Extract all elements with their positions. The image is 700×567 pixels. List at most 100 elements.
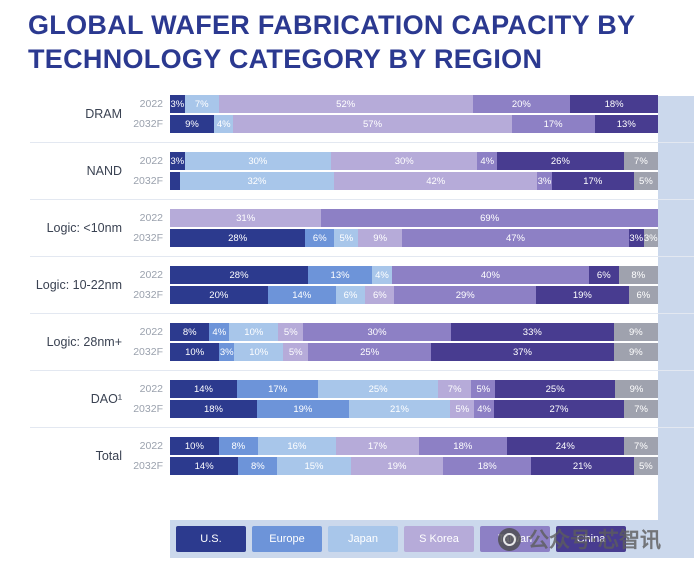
year-label: 2032F: [133, 289, 163, 301]
year-label: 2032F: [133, 460, 163, 472]
chart-row: 2022 10% 8% 16% 17% 18% 24% 7%: [122, 437, 658, 455]
legend-item-u-s: U.S.: [176, 526, 246, 552]
bar-segment-japan: 7%: [184, 95, 219, 113]
bar-segment-china: 33%: [450, 323, 614, 341]
bar-segment-europe: 4%: [209, 323, 230, 341]
bar-segment-europe: 8%: [238, 457, 278, 475]
year-label: 2022: [139, 440, 163, 452]
bar-segment-china: 3%: [629, 229, 644, 247]
chart-row: 2032F 28% 6% 5% 9% 47% 3% 3%: [122, 229, 658, 247]
chart-row: 2022 3% 7% 52% 20% 18%: [122, 95, 658, 113]
bar-segment-taiwan: 20%: [472, 95, 571, 113]
chart-group-rows: 2022 31% 69% 2032F 28% 6% 5% 9% 47% 3% 3%: [122, 207, 658, 249]
chart-group-rows: 2022 3% 30% 30% 4% 26% 7% 2032F 32% 42% 3% 17% 5%: [122, 150, 658, 192]
chart-group-logic-10nm: Logic: <10nm 2022 31% 69% 2032F 28% 6% 5% 9% 47% 3…: [30, 199, 694, 256]
year-label: 2022: [139, 326, 163, 338]
bar-segment-other: 3%: [643, 229, 658, 247]
stacked-bar: 3% 30% 30% 4% 26% 7%: [170, 152, 658, 170]
chart-row: 2022 14% 17% 25% 7% 5% 25% 9%: [122, 380, 658, 398]
bar-segment-taiwan: 18%: [418, 437, 507, 455]
bar-segment-s-korea: 52%: [218, 95, 473, 113]
bar-segment-u-s: 28%: [170, 266, 309, 284]
bar-segment-china: 27%: [493, 400, 625, 418]
bar-segment-china: 21%: [531, 457, 634, 475]
bar-segment-taiwan: 4%: [474, 400, 494, 418]
bar-segment-china: 13%: [594, 115, 658, 133]
bar-segment-taiwan: 17%: [511, 115, 595, 133]
bar-segment-china: 17%: [551, 172, 634, 190]
bar-segment-s-korea: 19%: [350, 457, 444, 475]
bar-segment-u-s: 18%: [170, 400, 257, 418]
chart-row: 2022 31% 69%: [122, 209, 658, 227]
bar-segment-taiwan: 3%: [537, 172, 552, 190]
stacked-bar: 9% 4% 57% 17% 13%: [170, 115, 658, 133]
stacked-bar: 18% 19% 21% 5% 4% 27% 7%: [170, 400, 658, 418]
year-label: 2022: [139, 212, 163, 224]
bar-segment-europe: 19%: [256, 400, 349, 418]
year-label: 2022: [139, 383, 163, 395]
bar-segment-other: 5%: [633, 172, 658, 190]
stacked-bar: 10% 3% 10% 5% 25% 37% 9%: [170, 343, 658, 361]
bar-segment-s-korea: 17%: [335, 437, 419, 455]
bar-segment-s-korea: 9%: [358, 229, 402, 247]
bar-segment-japan: 4%: [213, 115, 234, 133]
chart-row: 2022 3% 30% 30% 4% 26% 7%: [122, 152, 658, 170]
chart-row: 2032F 20% 14% 6% 6% 29% 19% 6%: [122, 286, 658, 304]
chart: DRAM 2022 3% 7% 52% 20% 18% 2032F 9% 4% 57% 17% 13% N…: [30, 86, 694, 484]
stacked-bar: 3% 7% 52% 20% 18%: [170, 95, 658, 113]
chart-group-logic-28nm: Logic: 28nm+ 2022 8% 4% 10% 5% 30% 33% 9% 2032F 10…: [30, 313, 694, 370]
bar-segment-japan: 6%: [335, 286, 366, 304]
bar-segment-europe: 17%: [236, 380, 319, 398]
bar-segment-other: 9%: [613, 323, 658, 341]
chart-group-total: Total 2022 10% 8% 16% 17% 18% 24% 7% 2032F 14% 8% 15…: [30, 427, 694, 484]
bar-segment-u-s: 9%: [170, 115, 214, 133]
year-label: 2022: [139, 98, 163, 110]
stacked-bar: 20% 14% 6% 6% 29% 19% 6%: [170, 286, 658, 304]
bar-segment-taiwan: 18%: [443, 457, 532, 475]
bar-segment-other: 7%: [623, 152, 658, 170]
bar-segment-s-korea: 57%: [233, 115, 512, 133]
category-label: NAND: [86, 164, 122, 178]
bar-segment-u-s: [170, 172, 180, 190]
year-label: 2032F: [133, 232, 163, 244]
bar-segment-taiwan: 25%: [308, 343, 432, 361]
bar-segment-china: 18%: [570, 95, 658, 113]
category-label: Logic: <10nm: [46, 221, 122, 235]
bar-segment-s-korea: 6%: [365, 286, 395, 304]
legend-item-s-korea: S Korea: [404, 526, 474, 552]
bar-segment-japan: 25%: [318, 380, 438, 398]
bar-segment-s-korea: 31%: [170, 209, 322, 227]
chart-row: 2022 28% 13% 4% 40% 6% 8%: [122, 266, 658, 284]
chart-title: GLOBAL WAFER FABRICATION CAPACITY BY TEC…: [28, 10, 635, 74]
chart-row: 2032F 32% 42% 3% 17% 5%: [122, 172, 658, 190]
bar-segment-other: 7%: [624, 400, 658, 418]
bar-segment-japan: 10%: [229, 323, 279, 341]
bar-segment-taiwan: 69%: [321, 209, 658, 227]
bar-segment-taiwan: 29%: [394, 286, 536, 304]
bar-segment-taiwan: 5%: [471, 380, 496, 398]
bar-segment-s-korea: 5%: [278, 323, 304, 341]
bar-segment-taiwan: 4%: [477, 152, 497, 170]
bar-segment-u-s: 3%: [170, 152, 185, 170]
bar-segment-china: 26%: [496, 152, 624, 170]
legend-item-china: China: [556, 526, 626, 552]
year-label: 2032F: [133, 118, 163, 130]
bar-segment-europe: 3%: [219, 343, 235, 361]
background-panel-strip: [658, 96, 694, 558]
bar-segment-s-korea: 5%: [450, 400, 475, 418]
chart-group-dram: DRAM 2022 3% 7% 52% 20% 18% 2032F 9% 4% 57% 17% 13%: [30, 86, 694, 142]
bar-segment-other: 8%: [618, 266, 658, 284]
year-label: 2032F: [133, 346, 163, 358]
chart-group-rows: 2022 10% 8% 16% 17% 18% 24% 7% 2032F 14% 8% 15% 19% 1…: [122, 435, 659, 477]
bar-segment-u-s: 14%: [170, 457, 239, 475]
bar-segment-china: 24%: [506, 437, 624, 455]
bar-segment-europe: 8%: [218, 437, 258, 455]
watermark: 公众号·芯智讯: [498, 524, 661, 554]
bar-segment-u-s: 10%: [170, 343, 220, 361]
bar-segment-japan: 32%: [179, 172, 335, 190]
stacked-bar: 32% 42% 3% 17% 5%: [170, 172, 658, 190]
category-label: Logic: 28nm+: [46, 335, 122, 349]
legend-item-japan: Japan: [328, 526, 398, 552]
